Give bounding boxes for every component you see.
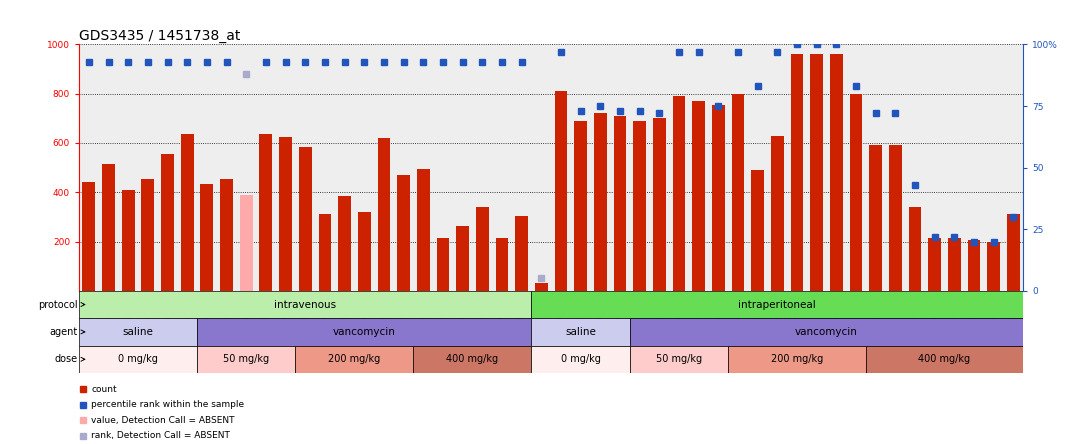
Bar [630, 318, 1023, 345]
Text: rank, Detection Call = ABSENT: rank, Detection Call = ABSENT [91, 432, 230, 440]
Bar [633, 121, 646, 291]
Bar [161, 154, 174, 291]
Bar [728, 345, 866, 373]
Bar [413, 345, 532, 373]
Text: dose: dose [54, 354, 84, 364]
Bar [613, 116, 626, 291]
Bar [417, 169, 429, 291]
Bar [318, 214, 331, 291]
Bar [928, 238, 941, 291]
Bar [240, 195, 253, 291]
Text: intravenous: intravenous [274, 300, 336, 309]
Text: percentile rank within the sample: percentile rank within the sample [91, 400, 245, 409]
Bar [1007, 214, 1020, 291]
Text: vancomycin: vancomycin [333, 327, 395, 337]
Bar [692, 101, 705, 291]
Bar [811, 54, 823, 291]
Bar [496, 238, 508, 291]
Bar [201, 184, 214, 291]
Bar [476, 207, 489, 291]
Bar [532, 345, 630, 373]
Bar [771, 135, 784, 291]
Bar [279, 137, 292, 291]
Bar [866, 345, 1023, 373]
Text: GDS3435 / 1451738_at: GDS3435 / 1451738_at [79, 29, 240, 44]
Text: 50 mg/kg: 50 mg/kg [223, 354, 269, 364]
Bar [79, 345, 197, 373]
Text: count: count [91, 385, 116, 394]
Bar [909, 207, 922, 291]
Text: intraperitoneal: intraperitoneal [738, 300, 816, 309]
Text: 400 mg/kg: 400 mg/kg [918, 354, 971, 364]
Text: 400 mg/kg: 400 mg/kg [446, 354, 499, 364]
Bar [849, 94, 862, 291]
Bar [197, 345, 296, 373]
Bar [575, 121, 587, 291]
Bar [673, 96, 686, 291]
Bar [437, 238, 450, 291]
Bar [830, 54, 843, 291]
Bar [141, 178, 154, 291]
Bar [535, 283, 548, 291]
Bar [79, 291, 532, 318]
Bar [456, 226, 469, 291]
Text: protocol: protocol [38, 300, 84, 309]
Bar [197, 318, 532, 345]
Text: 0 mg/kg: 0 mg/kg [119, 354, 158, 364]
Text: agent: agent [50, 327, 84, 337]
Bar [397, 175, 410, 291]
Bar [987, 242, 1000, 291]
Bar [630, 345, 728, 373]
Bar [968, 240, 980, 291]
Bar [948, 238, 961, 291]
Bar [220, 178, 233, 291]
Bar [339, 196, 351, 291]
Text: 200 mg/kg: 200 mg/kg [771, 354, 823, 364]
Bar [554, 91, 567, 291]
Text: 50 mg/kg: 50 mg/kg [656, 354, 702, 364]
Bar [260, 135, 272, 291]
Bar [79, 318, 197, 345]
Bar [122, 190, 135, 291]
Bar [296, 345, 413, 373]
Bar [790, 54, 803, 291]
Bar [515, 216, 528, 291]
Bar [751, 170, 764, 291]
Bar [180, 135, 193, 291]
Bar [594, 113, 607, 291]
Bar [532, 291, 1023, 318]
Bar [377, 138, 390, 291]
Bar [358, 212, 371, 291]
Bar [732, 94, 744, 291]
Text: 0 mg/kg: 0 mg/kg [561, 354, 600, 364]
Bar [889, 146, 901, 291]
Bar [653, 118, 665, 291]
Text: vancomycin: vancomycin [795, 327, 858, 337]
Bar [299, 147, 312, 291]
Text: 200 mg/kg: 200 mg/kg [328, 354, 380, 364]
Bar [869, 146, 882, 291]
Bar [712, 105, 725, 291]
Text: saline: saline [565, 327, 596, 337]
Text: saline: saline [123, 327, 154, 337]
Text: value, Detection Call = ABSENT: value, Detection Call = ABSENT [91, 416, 235, 425]
Bar [82, 182, 95, 291]
Bar [532, 318, 630, 345]
Bar [103, 164, 115, 291]
